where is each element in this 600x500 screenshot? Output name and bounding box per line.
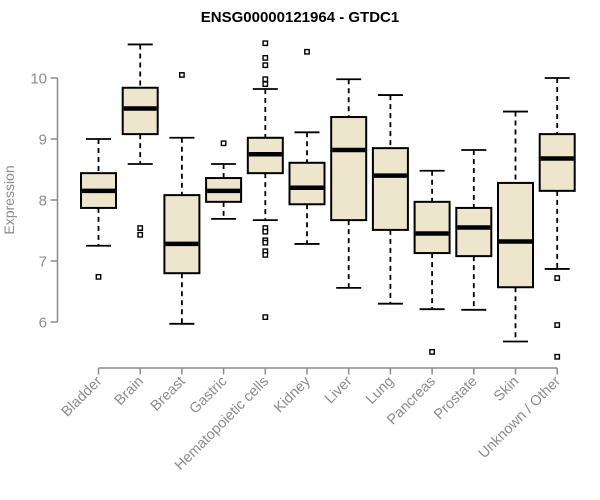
outlier-point [137, 231, 144, 238]
outlier-point [554, 275, 561, 281]
iqr-box [497, 181, 534, 289]
outlier-point [304, 48, 310, 55]
outlier-point [262, 62, 269, 69]
outlier-point [554, 353, 561, 360]
x-tick-label: Breast [148, 374, 189, 415]
outlier-point [429, 348, 435, 355]
boxplot-breast [163, 72, 201, 325]
y-tick-label: 6 [39, 315, 47, 332]
outlier-point [262, 40, 269, 47]
boxplot-prostate [455, 149, 493, 311]
iqr-box [330, 116, 368, 222]
iqr-box [538, 133, 576, 192]
outlier-point [262, 54, 269, 61]
y-tick-label: 7 [39, 254, 47, 271]
outlier-point [137, 225, 144, 231]
boxplot-bladder [80, 138, 117, 280]
outlier-point [262, 314, 269, 321]
iqr-box [413, 200, 451, 255]
y-tick-label: 10 [30, 71, 47, 88]
boxplot-pancreas [413, 169, 451, 355]
outlier-point [262, 251, 269, 258]
boxplot-brain [121, 43, 159, 238]
chart-title: ENSG00000121964 - GTDC1 [201, 9, 399, 26]
y-tick-label: 8 [39, 193, 47, 210]
y-tick-label: 9 [39, 132, 47, 149]
boxplot-liver [330, 78, 368, 289]
x-tick-label: Bladder [59, 373, 106, 420]
outlier-point [220, 140, 227, 147]
boxplot-lung [371, 94, 409, 305]
y-axis-label: Expression [1, 165, 17, 234]
boxplot-unknown-other [538, 77, 576, 360]
iqr-box [121, 86, 159, 136]
x-tick-label: Liver [322, 373, 356, 407]
iqr-box [163, 194, 201, 275]
x-tick-label: Skin [491, 374, 522, 405]
x-tick-label: Brain [112, 374, 147, 409]
boxplot-kidney [288, 48, 326, 245]
iqr-box [288, 161, 326, 206]
iqr-box [371, 147, 409, 231]
boxplot-hematopoietic-cells [246, 40, 284, 321]
outlier-point [262, 239, 269, 246]
boxplot-skin [497, 110, 534, 343]
x-tick-label: Kidney [271, 373, 314, 416]
x-tick-label: Prostate [431, 374, 480, 423]
outlier-point [262, 81, 269, 88]
outlier-point [554, 322, 561, 328]
outlier-point [262, 228, 269, 235]
x-tick-label: Lung [363, 374, 397, 408]
boxplots [80, 40, 576, 360]
iqr-box [455, 206, 493, 258]
boxplot-gastric [205, 140, 243, 220]
outlier-point [262, 76, 269, 83]
outlier-point [95, 273, 102, 280]
outlier-point [178, 72, 185, 78]
